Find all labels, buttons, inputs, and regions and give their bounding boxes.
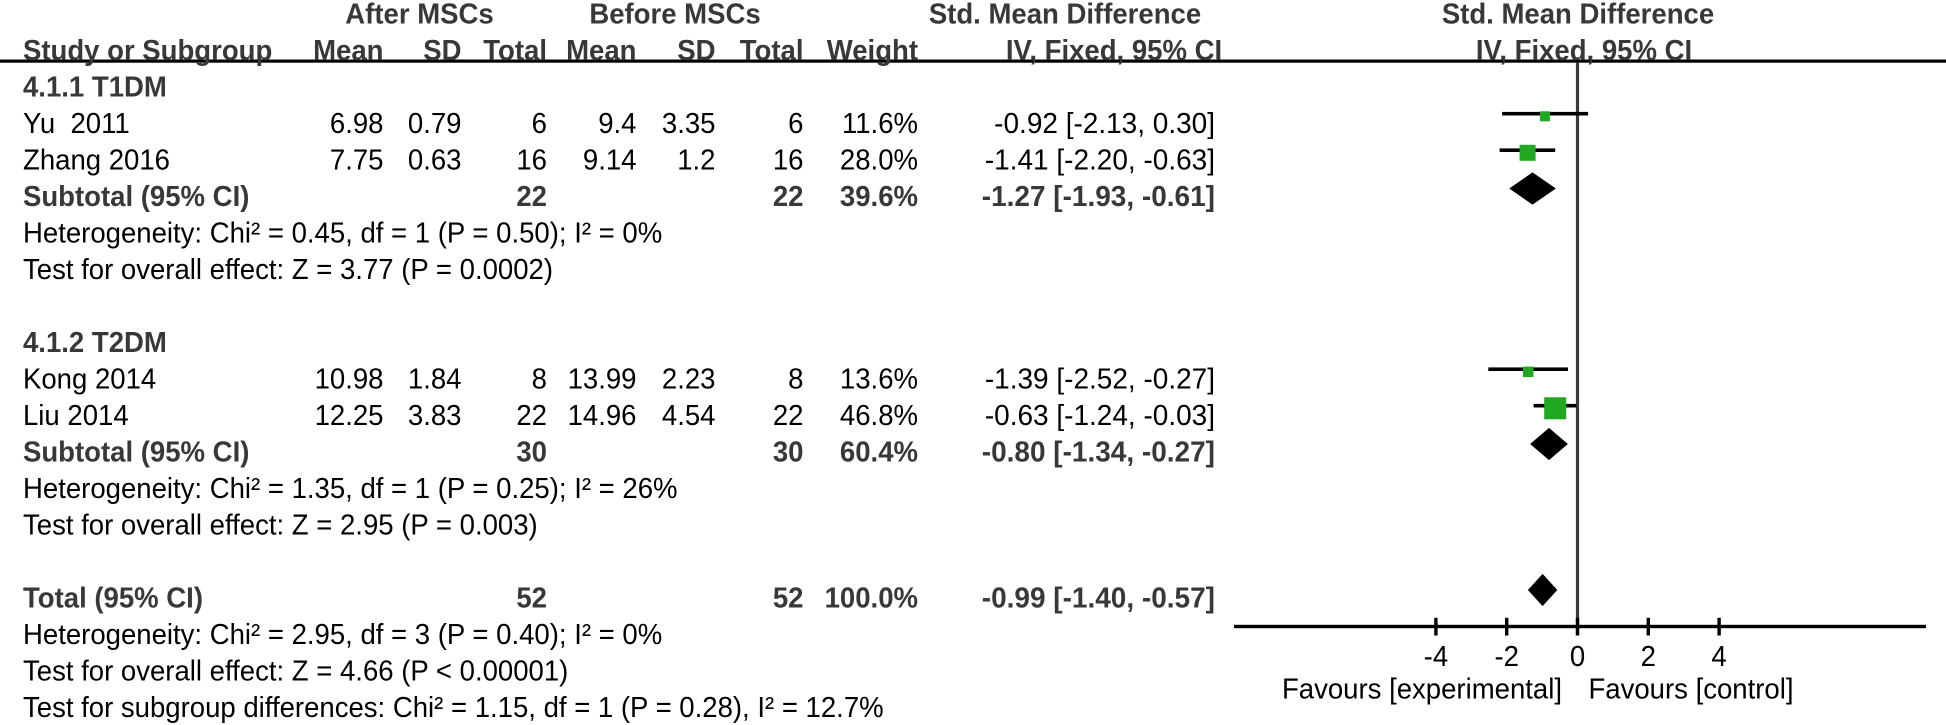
svg-text:30: 30: [773, 435, 804, 468]
svg-text:-1.41 [-2.20, -0.63]: -1.41 [-2.20, -0.63]: [985, 144, 1215, 177]
svg-text:22: 22: [516, 179, 547, 212]
svg-text:2.23: 2.23: [662, 362, 716, 395]
svg-text:13.99: 13.99: [568, 362, 637, 395]
svg-text:SD: SD: [677, 33, 715, 66]
svg-text:Subtotal (95% CI): Subtotal (95% CI): [23, 435, 249, 468]
svg-text:-0.80 [-1.34, -0.27]: -0.80 [-1.34, -0.27]: [982, 436, 1215, 469]
svg-text:-0.63 [-1.24, -0.03]: -0.63 [-1.24, -0.03]: [985, 400, 1215, 433]
svg-text:-2: -2: [1494, 639, 1518, 672]
svg-text:52: 52: [773, 581, 804, 614]
svg-text:IV, Fixed, 95% CI: IV, Fixed, 95% CI: [1476, 33, 1692, 66]
svg-text:22: 22: [773, 398, 804, 431]
svg-text:Test for overall effect: Z = 2: Test for overall effect: Z = 2.95 (P = 0…: [23, 508, 538, 541]
svg-text:Std. Mean Difference: Std. Mean Difference: [929, 0, 1201, 30]
svg-text:8: 8: [532, 362, 547, 395]
svg-text:Before MSCs: Before MSCs: [589, 0, 760, 30]
svg-text:10.98: 10.98: [315, 362, 384, 395]
svg-text:1.84: 1.84: [408, 362, 462, 395]
svg-text:12.25: 12.25: [315, 398, 384, 431]
svg-text:16: 16: [773, 143, 804, 176]
svg-text:100.0%: 100.0%: [825, 581, 918, 614]
svg-text:22: 22: [773, 179, 804, 212]
svg-text:Test for overall effect: Z = 4: Test for overall effect: Z = 4.66 (P < 0…: [23, 654, 568, 687]
svg-text:9.14: 9.14: [583, 143, 637, 176]
svg-text:Favours [experimental]: Favours [experimental]: [1282, 672, 1562, 705]
svg-text:Total (95% CI): Total (95% CI): [23, 581, 203, 614]
svg-text:4: 4: [1711, 639, 1726, 672]
svg-text:-0.99 [-1.40, -0.57]: -0.99 [-1.40, -0.57]: [982, 582, 1215, 615]
svg-text:2: 2: [1641, 639, 1656, 672]
svg-text:Subtotal (95% CI): Subtotal (95% CI): [23, 179, 249, 212]
svg-text:60.4%: 60.4%: [840, 435, 918, 468]
svg-text:22: 22: [516, 398, 547, 431]
svg-text:52: 52: [516, 581, 547, 614]
svg-text:6: 6: [532, 106, 547, 139]
svg-text:Weight: Weight: [827, 33, 919, 66]
svg-text:14.96: 14.96: [568, 398, 637, 431]
svg-text:Liu 2014: Liu 2014: [23, 398, 129, 431]
svg-text:-0.92 [-2.13, 0.30]: -0.92 [-2.13, 0.30]: [994, 108, 1215, 141]
svg-text:30: 30: [516, 435, 547, 468]
svg-text:16: 16: [516, 143, 547, 176]
svg-text:After MSCs: After MSCs: [345, 0, 493, 30]
svg-text:4.1.2 T2DM: 4.1.2 T2DM: [23, 325, 167, 358]
svg-text:Kong 2014: Kong 2014: [23, 362, 156, 395]
svg-text:Test for subgroup differences:: Test for subgroup differences: Chi² = 1.…: [23, 690, 884, 723]
svg-text:IV, Fixed, 95% CI: IV, Fixed, 95% CI: [1006, 33, 1222, 66]
svg-text:0.63: 0.63: [408, 143, 462, 176]
svg-text:Total: Total: [740, 33, 804, 66]
svg-text:Mean: Mean: [313, 33, 383, 66]
svg-text:4.1.1 T1DM: 4.1.1 T1DM: [23, 70, 167, 103]
svg-text:Mean: Mean: [566, 33, 636, 66]
svg-text:Heterogeneity: Chi² = 0.45, df: Heterogeneity: Chi² = 0.45, df = 1 (P = …: [23, 216, 662, 249]
svg-text:9.4: 9.4: [598, 106, 636, 139]
svg-text:4.54: 4.54: [662, 398, 716, 431]
svg-text:Yu 2011: Yu 2011: [23, 106, 130, 139]
svg-text:0.79: 0.79: [408, 106, 462, 139]
svg-text:SD: SD: [423, 33, 461, 66]
svg-text:Favours [control]: Favours [control]: [1588, 672, 1793, 705]
svg-text:1.2: 1.2: [677, 143, 715, 176]
svg-text:13.6%: 13.6%: [840, 362, 918, 395]
svg-text:28.0%: 28.0%: [840, 143, 918, 176]
svg-text:39.6%: 39.6%: [840, 179, 918, 212]
svg-text:3.83: 3.83: [408, 398, 462, 431]
svg-text:46.8%: 46.8%: [840, 398, 918, 431]
svg-text:-1.27 [-1.93, -0.61]: -1.27 [-1.93, -0.61]: [982, 181, 1215, 214]
svg-text:Heterogeneity: Chi² = 2.95, df: Heterogeneity: Chi² = 2.95, df = 3 (P = …: [23, 617, 662, 650]
svg-text:Zhang 2016: Zhang 2016: [23, 143, 170, 176]
svg-text:6: 6: [788, 106, 803, 139]
svg-text:Test for overall effect: Z = 3: Test for overall effect: Z = 3.77 (P = 0…: [23, 252, 553, 285]
svg-text:Std. Mean Difference: Std. Mean Difference: [1442, 0, 1714, 30]
svg-text:0: 0: [1570, 639, 1585, 672]
svg-text:Study or Subgroup: Study or Subgroup: [23, 33, 272, 66]
svg-text:Total: Total: [483, 33, 547, 66]
svg-text:6.98: 6.98: [330, 106, 384, 139]
svg-text:3.35: 3.35: [662, 106, 716, 139]
svg-text:7.75: 7.75: [330, 143, 384, 176]
svg-text:8: 8: [788, 362, 803, 395]
svg-text:11.6%: 11.6%: [842, 106, 918, 139]
svg-text:Heterogeneity: Chi² = 1.35, df: Heterogeneity: Chi² = 1.35, df = 1 (P = …: [23, 471, 678, 504]
svg-text:-1.39 [-2.52, -0.27]: -1.39 [-2.52, -0.27]: [985, 363, 1215, 396]
svg-text:-4: -4: [1424, 639, 1448, 672]
